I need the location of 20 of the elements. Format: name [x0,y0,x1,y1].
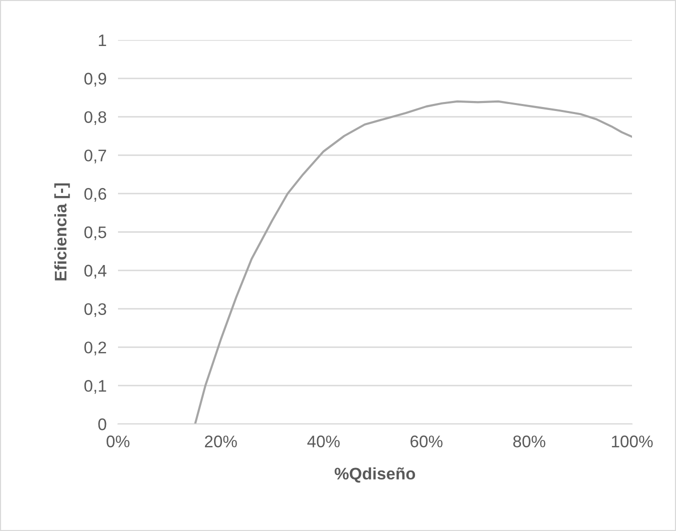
x-tick-label: 100% [612,436,653,448]
y-tick-label: 0,3 [84,303,106,317]
y-tick-label: 0,8 [84,111,106,125]
x-tick-label: 40% [307,436,340,448]
y-tick-label: 0,1 [84,380,106,394]
x-tick-label: 0% [106,436,130,448]
x-axis-title: %Qdiseño [334,467,416,483]
y-tick-label: 1 [98,34,106,46]
x-tick-label: 60% [410,436,442,448]
y-tick-label: 0,4 [84,264,106,279]
y-tick-label: 0,7 [84,150,106,164]
y-tick-label: 0,6 [84,188,106,202]
y-axis-title: Eficiencia [-] [54,183,70,280]
y-tick-label: 0,9 [84,72,106,87]
line-series [194,100,632,424]
y-tick-label: 0,2 [84,342,106,356]
x-tick-label: 80% [513,436,546,448]
x-tick-label: 20% [204,436,237,448]
y-tick-label: 0 [98,418,106,430]
y-tick-label: 0,5 [84,226,106,240]
